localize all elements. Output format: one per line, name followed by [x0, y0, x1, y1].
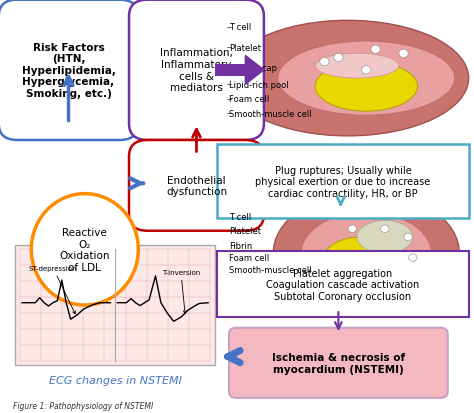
Text: T-inversion: T-inversion	[162, 269, 200, 314]
Circle shape	[399, 50, 408, 58]
Text: ST-depression: ST-depression	[29, 265, 77, 314]
Text: Ischemia & necrosis of
myocardium (NSTEMI): Ischemia & necrosis of myocardium (NSTEM…	[272, 352, 405, 374]
Circle shape	[348, 225, 356, 233]
Text: Smooth-muscle cell: Smooth-muscle cell	[229, 266, 312, 275]
Text: T cell: T cell	[229, 212, 251, 221]
Text: Platelet: Platelet	[229, 43, 261, 52]
Ellipse shape	[273, 192, 459, 316]
Circle shape	[404, 234, 412, 241]
Text: Inflammation,
Inflammatory
cells &
mediators: Inflammation, Inflammatory cells & media…	[160, 48, 233, 93]
Text: Smooth-muscle cell: Smooth-muscle cell	[229, 109, 312, 119]
Circle shape	[320, 58, 329, 66]
Text: Endothelial
dysfunction: Endothelial dysfunction	[166, 175, 227, 197]
Text: ECG changes in NSTEMI: ECG changes in NSTEMI	[49, 375, 182, 385]
Text: Foam cell: Foam cell	[229, 95, 269, 104]
FancyBboxPatch shape	[229, 328, 448, 398]
FancyBboxPatch shape	[129, 1, 264, 141]
Text: Platelet aggregation
Coagulation cascade activation
Subtotal Coronary occlusion: Platelet aggregation Coagulation cascade…	[266, 268, 419, 301]
FancyBboxPatch shape	[129, 141, 264, 231]
Text: T cell: T cell	[229, 23, 251, 32]
Ellipse shape	[357, 221, 413, 254]
Ellipse shape	[315, 62, 418, 112]
FancyBboxPatch shape	[0, 1, 138, 141]
Text: Figure 1: Pathophysiology of NSTEMI: Figure 1: Pathophysiology of NSTEMI	[13, 401, 153, 410]
Ellipse shape	[31, 194, 138, 305]
Circle shape	[334, 54, 343, 62]
FancyBboxPatch shape	[15, 246, 215, 365]
Circle shape	[409, 254, 417, 262]
Text: Risk Factors
(HTN,
Hyperlipidemia,
Hyperglycemia,
Smoking, etc.): Risk Factors (HTN, Hyperlipidemia, Hyper…	[22, 43, 116, 99]
Text: Reactive
O₂
Oxidation
of LDL: Reactive O₂ Oxidation of LDL	[60, 228, 110, 272]
Text: Fibrous cap: Fibrous cap	[229, 64, 277, 73]
FancyBboxPatch shape	[218, 252, 469, 318]
Bar	[215, 64, 246, 77]
Ellipse shape	[324, 237, 399, 278]
Ellipse shape	[278, 42, 455, 116]
Ellipse shape	[301, 213, 431, 295]
Circle shape	[362, 66, 371, 75]
Text: Foam cell: Foam cell	[229, 254, 269, 262]
Ellipse shape	[227, 21, 469, 137]
Circle shape	[371, 46, 380, 54]
Text: Plug ruptures; Usually while
physical exertion or due to increase
cardiac contra: Plug ruptures; Usually while physical ex…	[255, 165, 431, 198]
Text: Fibrin: Fibrin	[229, 241, 252, 250]
Circle shape	[381, 225, 389, 233]
Text: Lipid-rich pool: Lipid-rich pool	[229, 81, 289, 90]
Text: Platelet: Platelet	[229, 227, 261, 236]
Ellipse shape	[315, 54, 399, 79]
Polygon shape	[246, 56, 264, 85]
FancyBboxPatch shape	[218, 145, 469, 219]
